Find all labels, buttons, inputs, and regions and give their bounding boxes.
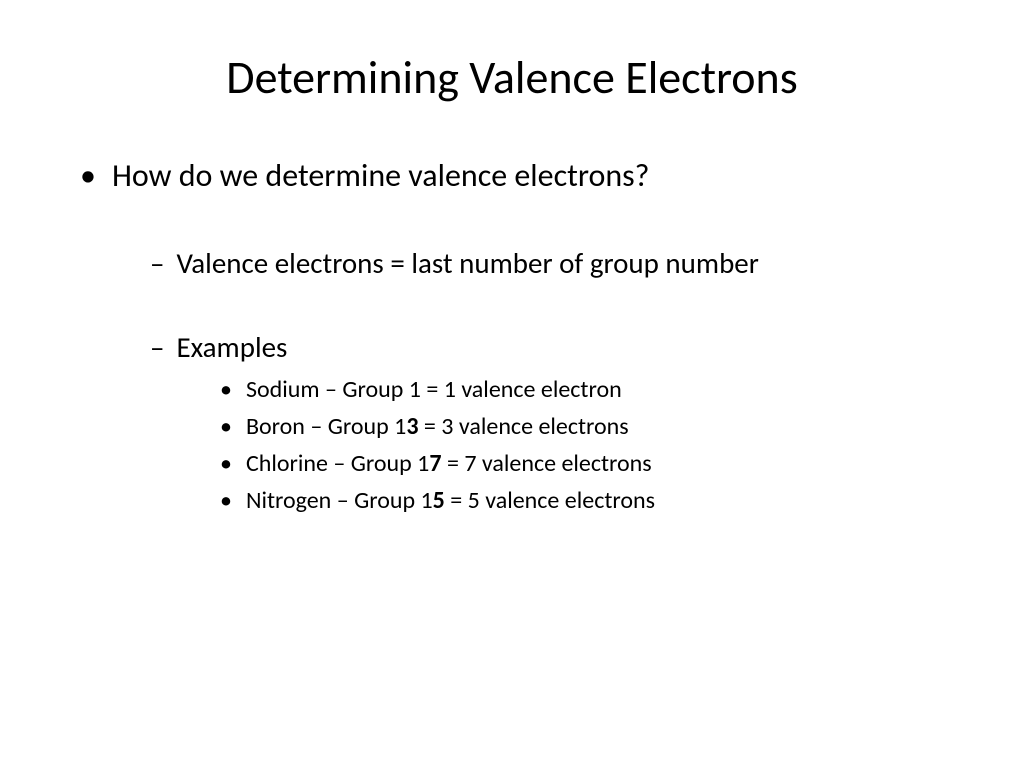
dot-marker: •	[220, 486, 232, 515]
example-post: = 5 valence electrons	[445, 486, 655, 515]
bullet-level2-examples: – Examples	[150, 329, 964, 365]
example-post: = 7 valence electrons	[442, 449, 652, 478]
example-pre: Sodium – Group 1 = 1 valence electron	[246, 375, 622, 404]
example-bold: 3	[406, 412, 418, 441]
dot-marker: •	[220, 375, 232, 404]
example-item: • Nitrogen – Group 15 = 5 valence electr…	[220, 486, 964, 515]
rule-text: Valence electrons = last number of group…	[176, 245, 758, 281]
dash-marker: –	[150, 245, 164, 281]
question-text: How do we determine valence electrons?	[112, 156, 650, 195]
example-text: Nitrogen – Group 15 = 5 valence electron…	[246, 486, 655, 515]
example-item: • Chlorine – Group 17 = 7 valence electr…	[220, 449, 964, 478]
example-pre: Boron – Group 1	[246, 412, 406, 441]
slide-title: Determining Valence Electrons	[60, 50, 964, 106]
bullet-level2-rule: – Valence electrons = last number of gro…	[150, 245, 964, 281]
example-item: • Boron – Group 13 = 3 valence electrons	[220, 412, 964, 441]
example-bold: 5	[433, 486, 445, 515]
example-text: Sodium – Group 1 = 1 valence electron	[246, 375, 622, 404]
example-text: Boron – Group 13 = 3 valence electrons	[246, 412, 629, 441]
example-bold: 7	[429, 449, 441, 478]
example-pre: Nitrogen – Group 1	[246, 486, 433, 515]
bullet-marker: •	[80, 156, 96, 195]
example-pre: Chlorine – Group 1	[246, 449, 429, 478]
example-item: • Sodium – Group 1 = 1 valence electron	[220, 375, 964, 404]
slide-container: Determining Valence Electrons • How do w…	[0, 0, 1024, 768]
dash-marker: –	[150, 329, 164, 365]
examples-label: Examples	[176, 329, 287, 365]
example-text: Chlorine – Group 17 = 7 valence electron…	[246, 449, 652, 478]
bullet-level1: • How do we determine valence electrons?	[80, 156, 964, 195]
example-post: = 3 valence electrons	[418, 412, 628, 441]
dot-marker: •	[220, 449, 232, 478]
dot-marker: •	[220, 412, 232, 441]
